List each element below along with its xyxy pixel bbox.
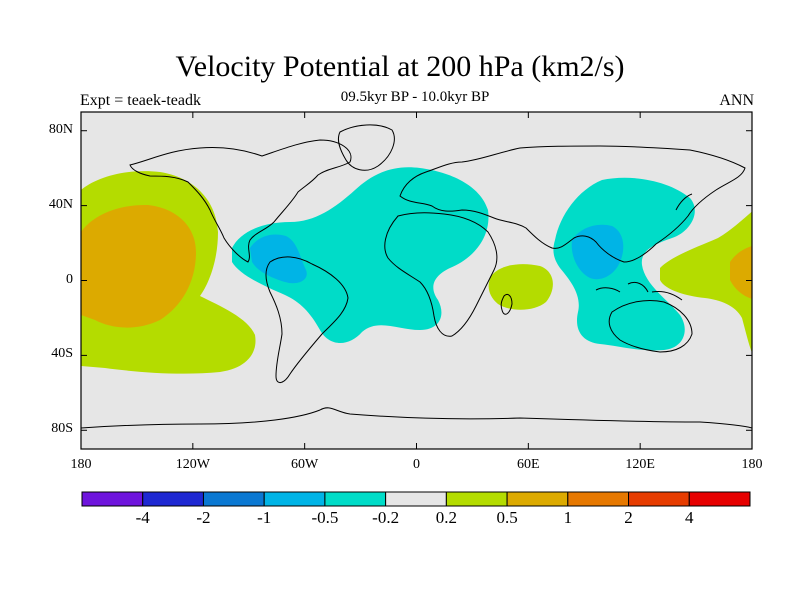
colorbar-swatch [445, 491, 508, 507]
colorbar-label: -0.2 [372, 508, 400, 527]
coast-south-america [265, 256, 349, 383]
coast-north-america [129, 139, 352, 263]
colorbar-label: 1 [563, 508, 573, 527]
contour-fills [81, 167, 752, 374]
colorbar-label: 2 [624, 508, 633, 527]
region-asia-neg [553, 177, 695, 351]
colorbar-swatch [506, 491, 569, 507]
region-seasia-neg-inner [571, 224, 624, 280]
coast-japan [675, 193, 693, 211]
plot-title: Velocity Potential at 200 hPa (km2/s) [175, 50, 625, 83]
colorbar-swatch [385, 491, 447, 507]
region-pacific-pos-inner [81, 204, 196, 328]
y-tick-label: 80S [51, 421, 73, 437]
x-tick-label: 0 [413, 457, 420, 472]
x-tick-label: 180 [741, 457, 763, 472]
region-atlantic-neg [232, 167, 489, 343]
colorbar-label: -2 [196, 508, 211, 527]
coast-australia [608, 299, 693, 353]
colorbar-label: -0.5 [311, 508, 339, 527]
coast-africa [384, 212, 498, 337]
season-label: ANN [719, 92, 754, 109]
colorbar-swatch [202, 491, 265, 507]
y-tick-label: 80N [48, 121, 73, 137]
region-indian-pos [488, 264, 553, 310]
colorbar-swatch [628, 491, 690, 507]
colorbar-swatch [263, 491, 326, 507]
coast-greenland [337, 124, 395, 171]
coast-eurasia [399, 145, 746, 263]
region-caribbean-neg-inner [250, 234, 307, 284]
region-wpacific-pos-inner [730, 246, 752, 299]
y-tick-label: 40S [51, 346, 73, 362]
region-wpacific-pos [660, 211, 752, 353]
x-tick-label: 180 [70, 457, 92, 472]
coast-indonesia [595, 281, 683, 301]
colorbar-label: -1 [257, 508, 272, 527]
colorbar-label: 0.2 [435, 508, 457, 527]
colorbar [81, 491, 751, 507]
colorbar-swatch [81, 491, 144, 507]
colorbar-swatch [142, 491, 204, 507]
coast-antarctica [81, 407, 752, 429]
x-tick-label: 60W [291, 457, 319, 472]
coastlines [81, 124, 752, 429]
plot-subtitle: 09.5kyr BP - 10.0kyr BP [340, 89, 490, 105]
coast-madagascar [500, 293, 513, 315]
x-tick-label: 60E [517, 457, 540, 472]
axis-ticks [80, 112, 753, 449]
colorbar-swatch [324, 491, 387, 507]
colorbar-swatch [688, 491, 751, 507]
experiment-label: Expt = teaek-teadk [80, 92, 201, 109]
x-tick-label: 120W [175, 457, 210, 472]
colorbar-swatch [567, 491, 630, 507]
colorbar-label: -4 [135, 508, 150, 527]
colorbar-label: 4 [685, 508, 694, 527]
y-tick-label: 40N [48, 196, 73, 212]
y-tick-label: 0 [66, 271, 73, 287]
x-tick-label: 120E [625, 457, 655, 472]
colorbar-label: 0.5 [496, 508, 518, 527]
